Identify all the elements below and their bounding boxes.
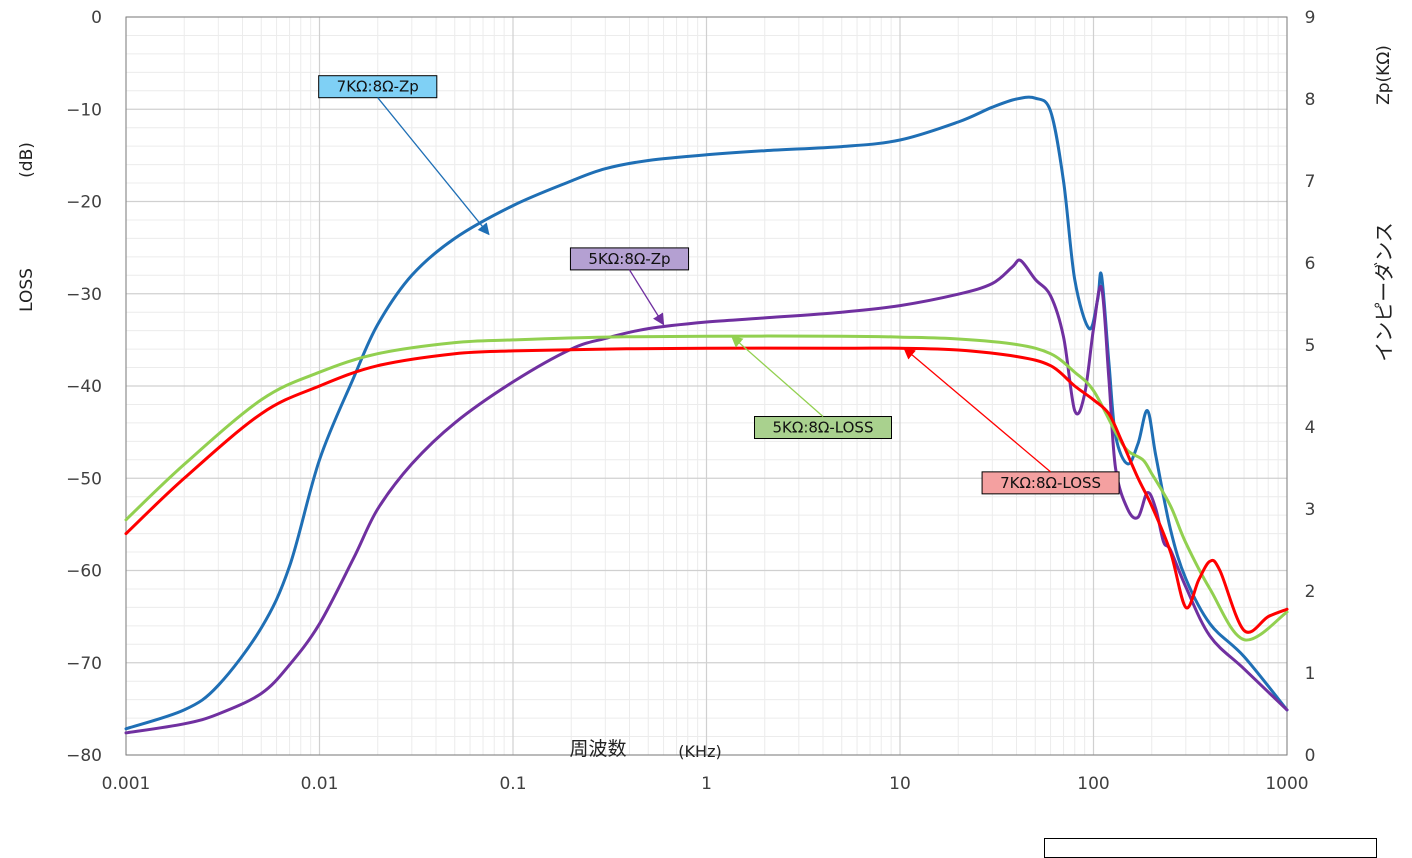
right-tick-label: 4 — [1305, 418, 1316, 438]
left-tick-label: −40 — [66, 377, 102, 397]
right-tick-label: 6 — [1305, 254, 1316, 274]
series-line-5k-8-loss — [124, 334, 1289, 642]
left-tick-label: −70 — [66, 654, 102, 674]
left-axis-title: LOSS — [17, 268, 37, 312]
x-tick-label: 0.001 — [102, 774, 151, 794]
left-axis-unit: (dB) — [17, 142, 37, 178]
callout-label-7k-8-loss: 7KΩ:8Ω-LOSS — [1000, 474, 1101, 492]
x-axis-title: 周波数 — [569, 738, 626, 760]
series-lines — [124, 95, 1289, 735]
callout-arrow-5k-8-zp — [628, 269, 665, 326]
right-tick-label: 7 — [1305, 172, 1316, 192]
callout-7k-8-zp: 7KΩ:8Ω-Zp — [318, 75, 490, 236]
callout-5k-8-zp: 5KΩ:8Ω-Zp — [569, 247, 690, 326]
left-axis-ticks: 0 −10 −20 −30 −40 −50 −60 −70 −80 — [66, 8, 102, 766]
x-axis-ticks: 0.001 0.01 0.1 1 10 100 1000 — [102, 774, 1309, 794]
right-tick-label: 5 — [1305, 336, 1316, 356]
callout-label-7k-8-zp: 7KΩ:8Ω-Zp — [337, 78, 419, 96]
callout-arrow-7k-8-zp — [377, 97, 490, 236]
series-line-5k-8-zp — [124, 258, 1289, 735]
plot-area-frame — [125, 16, 1288, 756]
right-tick-label: 0 — [1305, 746, 1316, 766]
left-tick-label: 0 — [91, 8, 102, 28]
right-axis-ticks: 9 8 7 6 5 4 3 2 1 0 — [1305, 8, 1316, 766]
left-tick-label: −50 — [66, 469, 102, 489]
x-tick-label: 0.1 — [499, 774, 526, 794]
x-tick-label: 10 — [889, 774, 911, 794]
right-tick-label: 9 — [1305, 8, 1316, 28]
left-tick-label: −20 — [66, 193, 102, 213]
callout-label-5k-8-zp: 5KΩ:8Ω-Zp — [588, 250, 670, 268]
callout-5k-8-loss: 5KΩ:8Ω-LOSS — [730, 335, 892, 440]
right-tick-label: 1 — [1305, 664, 1316, 684]
right-tick-label: 2 — [1305, 582, 1316, 602]
series-callouts: 7KΩ:8Ω-Zp 5KΩ:8Ω-Zp 5KΩ:8Ω-LOSS 7KΩ:8Ω-LOSS — [318, 75, 1120, 495]
left-tick-label: −80 — [66, 746, 102, 766]
left-tick-label: −30 — [66, 285, 102, 305]
right-tick-label: 8 — [1305, 90, 1316, 110]
callout-arrow-7k-8-loss — [903, 347, 1051, 473]
callout-7k-8-loss: 7KΩ:8Ω-LOSS — [903, 347, 1120, 495]
x-axis-unit: (KHz) — [678, 742, 721, 761]
x-tick-label: 100 — [1077, 774, 1109, 794]
series-line-7k-8-zp — [124, 95, 1289, 731]
left-tick-label: −60 — [66, 562, 102, 582]
x-tick-label: 0.01 — [301, 774, 339, 794]
x-tick-label: 1000 — [1265, 774, 1308, 794]
x-tick-label: 1 — [701, 774, 712, 794]
left-tick-label: −10 — [66, 100, 102, 120]
callout-arrow-5k-8-loss — [730, 335, 824, 418]
callout-label-5k-8-loss: 5KΩ:8Ω-LOSS — [772, 419, 873, 437]
series-line-7k-8-loss — [124, 346, 1289, 634]
measurement-note-box — [1044, 838, 1377, 858]
right-axis-title: インピーダンス — [1372, 222, 1396, 362]
right-tick-label: 3 — [1305, 500, 1316, 520]
right-axis-unit: Zp(KΩ) — [1374, 45, 1394, 105]
